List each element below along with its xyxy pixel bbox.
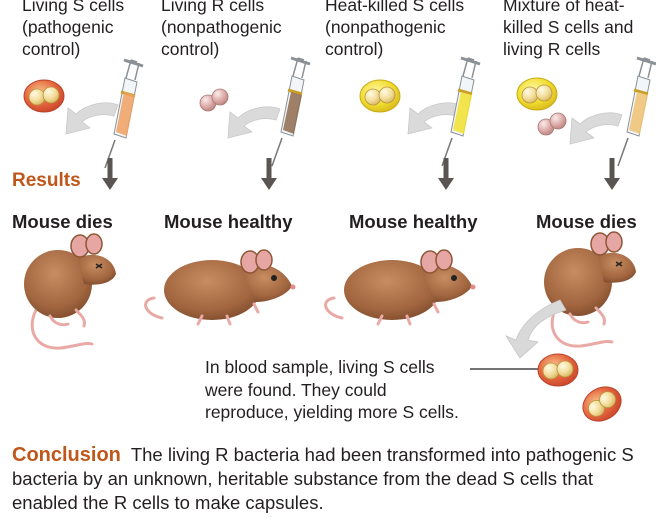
down-arrow-icon [604,158,620,190]
syringe-mixture-icon [616,56,656,168]
injection-arrow-icon [569,112,623,145]
column-heading-heat-killed-s: Heat-killed S cells (nonpathogenic contr… [325,0,465,59]
living-r-cell-icon [199,88,229,112]
conclusion-text: The living R bacteria had been transform… [12,444,634,513]
result-heat-killed-s: Mouse healthy [349,211,478,232]
living-r-cell-icon [537,112,567,136]
column-heading-living-s: Living S cells (pathogenic control) [22,0,125,59]
results-label: Results [12,170,81,191]
blood-sample-note: In blood sample, living S cells were fou… [205,357,459,422]
down-arrow-icon [438,158,454,190]
blood-sample-arrow-icon [504,299,567,359]
recovered-s-cell-icon [576,379,628,429]
result-living-s: Mouse dies [12,211,113,232]
down-arrow-icon [102,158,118,190]
healthy-mouse-icon [324,248,477,326]
syringe-heat-killed-s-icon [440,56,482,168]
syringe-living-s-icon [103,58,145,170]
heat-killed-s-cell-icon [359,79,401,113]
dead-mouse-icon [22,232,118,350]
living-s-cell-icon [23,79,65,113]
conclusion: Conclusion The living R bacteria had bee… [12,443,652,515]
down-arrow-icon [261,158,277,190]
result-living-r: Mouse healthy [164,211,293,232]
healthy-mouse-icon [144,248,297,326]
recovered-s-cell-icon [537,353,579,387]
dead-mouse-icon [542,230,638,348]
injection-arrow-icon [227,106,281,139]
injection-arrow-icon [65,102,119,135]
column-heading-mixture: Mixture of heat- killed S cells and livi… [503,0,634,59]
heat-killed-s-cell-icon [516,77,558,111]
syringe-living-r-icon [270,56,312,168]
result-mixture: Mouse dies [536,211,637,232]
column-heading-living-r: Living R cells (nonpathogenic control) [161,0,282,59]
conclusion-heading: Conclusion [12,444,121,466]
